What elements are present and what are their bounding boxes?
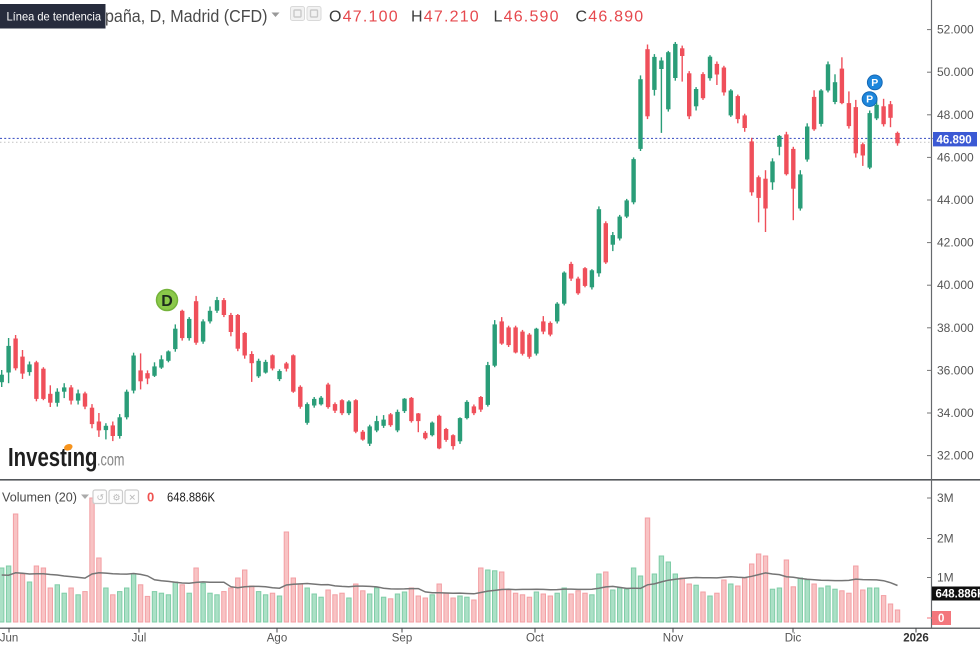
svg-text:46.890: 46.890	[937, 134, 972, 146]
svg-text:40.000: 40.000	[937, 278, 974, 292]
svg-text:42.000: 42.000	[937, 236, 974, 250]
svg-text:Investing: Investing	[8, 444, 98, 472]
svg-text:Oct: Oct	[526, 633, 545, 645]
svg-text:38.000: 38.000	[937, 321, 974, 335]
svg-text:Ago: Ago	[267, 633, 287, 645]
svg-text:46.000: 46.000	[937, 150, 974, 164]
svg-text:32.000: 32.000	[937, 449, 974, 463]
svg-text:36.000: 36.000	[937, 363, 974, 377]
svg-text:P: P	[871, 77, 878, 89]
svg-text:Dic: Dic	[785, 633, 802, 645]
svg-text:⚙: ⚙	[113, 493, 121, 503]
svg-text:O47.100: O47.100	[329, 9, 399, 26]
svg-text:.com: .com	[97, 450, 125, 470]
svg-text:48.000: 48.000	[937, 108, 974, 122]
svg-text:0: 0	[147, 490, 154, 505]
svg-text:paña, D, Madrid (CFD): paña, D, Madrid (CFD)	[105, 6, 268, 26]
svg-text:44.000: 44.000	[937, 193, 974, 207]
svg-text:C46.890: C46.890	[576, 9, 645, 26]
svg-text:P: P	[866, 94, 873, 106]
svg-text:D: D	[161, 293, 173, 310]
svg-text:L46.590: L46.590	[494, 9, 560, 26]
svg-text:Jul: Jul	[132, 633, 147, 645]
svg-text:0: 0	[938, 613, 944, 625]
svg-text:52.000: 52.000	[937, 23, 974, 37]
svg-text:Volumen (20): Volumen (20)	[2, 490, 77, 505]
svg-text:648.886K: 648.886K	[936, 589, 980, 601]
svg-text:✕: ✕	[129, 493, 137, 503]
svg-text:50.000: 50.000	[937, 65, 974, 79]
svg-text:3M: 3M	[937, 491, 954, 505]
svg-text:1M: 1M	[937, 571, 954, 585]
svg-text:Nov: Nov	[663, 633, 684, 645]
svg-text:H47.210: H47.210	[411, 9, 480, 26]
svg-text:2M: 2M	[937, 532, 954, 546]
svg-text:648.886K: 648.886K	[167, 490, 215, 505]
svg-text:Sep: Sep	[392, 633, 412, 645]
svg-text:2026: 2026	[903, 633, 929, 645]
svg-text:↺: ↺	[97, 493, 105, 503]
svg-text:Jun: Jun	[0, 633, 18, 645]
svg-text:34.000: 34.000	[937, 406, 974, 420]
svg-text:Línea de tendencia: Línea de tendencia	[7, 10, 102, 24]
